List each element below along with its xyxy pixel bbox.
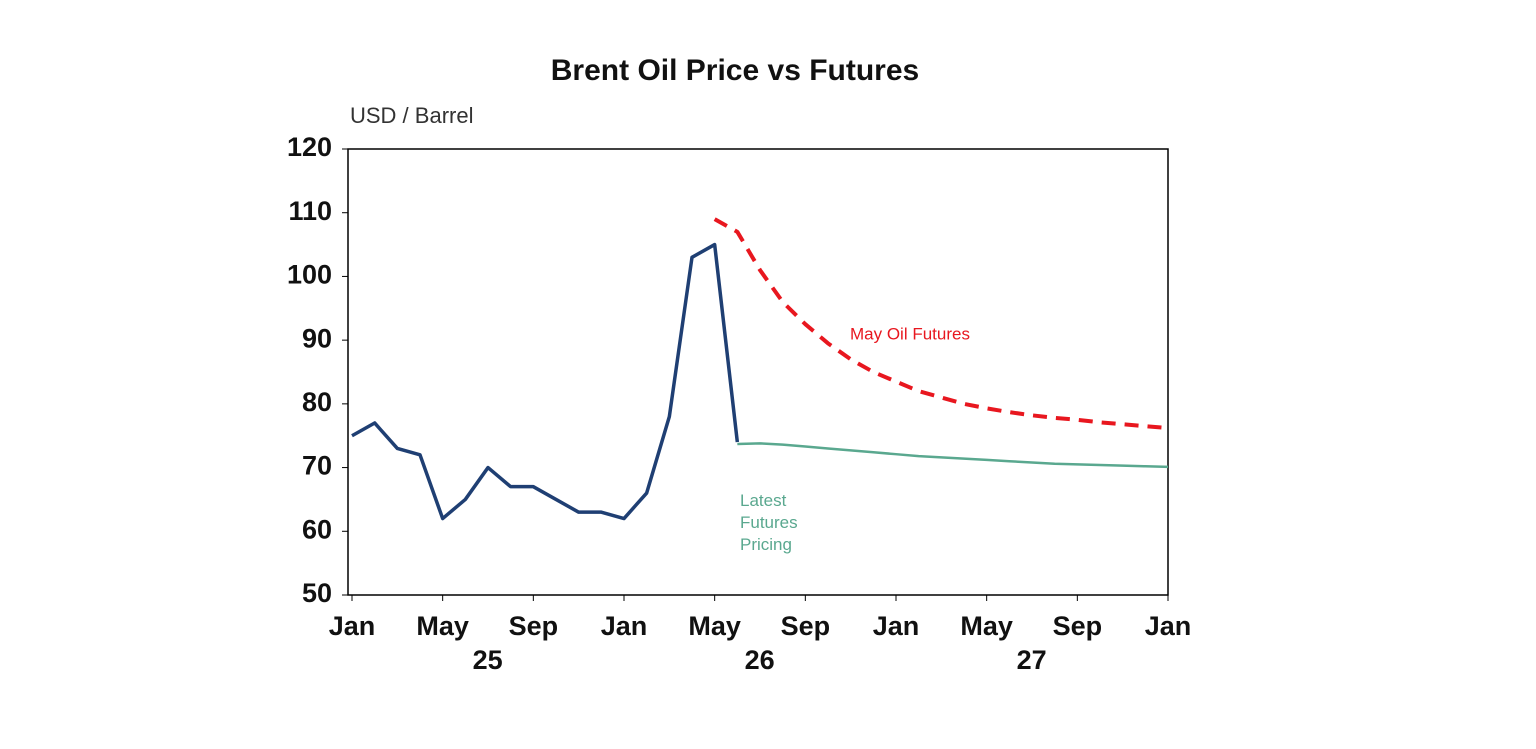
x-tick-label: Sep [1053, 611, 1103, 641]
x-tick-label: Sep [509, 611, 559, 641]
series-line [351, 242, 740, 521]
x-tick-label: May [416, 611, 469, 641]
y-tick-label: 60 [302, 514, 332, 544]
x-tick-label: Jan [1145, 611, 1192, 641]
x-tick-label: May [960, 611, 1013, 641]
plot-frame [347, 148, 1169, 596]
x-group-label: 25 [473, 645, 503, 675]
x-group-label: 27 [1017, 645, 1047, 675]
y-tick-label: 110 [288, 196, 332, 226]
x-tick-label: May [688, 611, 741, 641]
chart-title: Brent Oil Price vs Futures [551, 54, 919, 87]
y-tick-label: 70 [302, 451, 332, 481]
series-label: May Oil Futures [850, 324, 970, 343]
y-tick-label: 100 [287, 260, 332, 290]
x-tick-label: Jan [329, 611, 376, 641]
y-axis-label: USD / Barrel [350, 103, 473, 128]
series-line [713, 217, 1169, 431]
x-tick-label: Sep [781, 611, 831, 641]
x-group-label: 26 [745, 645, 775, 675]
y-tick-label: 80 [302, 387, 332, 417]
y-tick-label: 90 [302, 323, 332, 353]
y-tick-label: 120 [287, 132, 332, 162]
x-tick-label: Jan [873, 611, 920, 641]
x-tick-label: Jan [601, 611, 648, 641]
series-label: Latest Futures Pricing [740, 491, 798, 554]
series-line [737, 442, 1169, 469]
y-tick-label: 50 [302, 578, 332, 608]
